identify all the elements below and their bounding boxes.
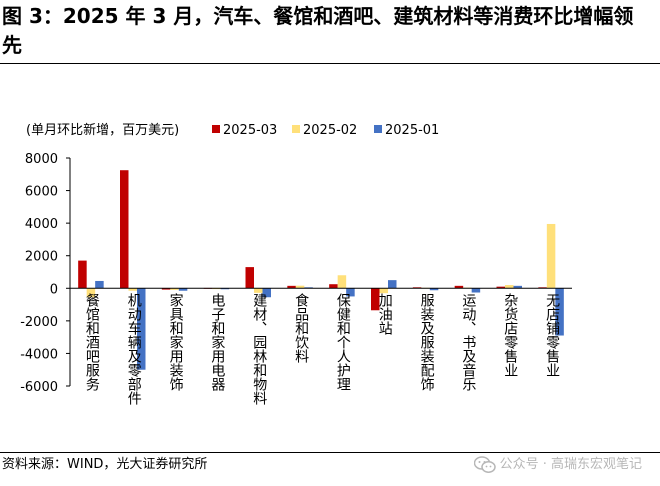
bar-2025-02-4 xyxy=(254,288,263,293)
bar-2025-01-8 xyxy=(429,288,439,291)
wechat-icon xyxy=(473,456,496,473)
x-tick-label: 杂货店零售业 xyxy=(502,293,518,377)
bar-2025-01-10 xyxy=(513,285,522,289)
bar-2025-03-0 xyxy=(78,260,87,289)
bar-2025-02-5 xyxy=(295,285,305,289)
legend-label: 2025-03 xyxy=(223,123,277,138)
bar-2025-01-7 xyxy=(388,280,397,289)
watermark-text: 公众号 · 高瑞东宏观笔记 xyxy=(499,457,642,472)
legend: 2025-03 2025-02 2025-01 xyxy=(212,123,439,138)
bar-2025-03-10 xyxy=(496,286,505,289)
y-tick-label: 6000 xyxy=(25,185,58,200)
y-tick-label: 4000 xyxy=(25,217,58,232)
bar-2025-02-0 xyxy=(86,288,96,298)
bar-2025-01-9 xyxy=(471,288,481,293)
watermark: 公众号 · 高瑞东宏观笔记 xyxy=(473,455,642,475)
x-tick-label: 保健和个人护理 xyxy=(335,293,351,391)
legend-swatch xyxy=(292,125,300,133)
bar-2025-02-1 xyxy=(128,288,137,291)
legend-swatch xyxy=(374,125,382,133)
bar-chart: (单月环比新增，百万美元) 2025-03 2025-02 2025-01 8000… xyxy=(20,122,572,406)
bar-2025-03-1 xyxy=(120,170,129,289)
bar-2025-03-7 xyxy=(371,288,380,311)
unit-label: (单月环比新增，百万美元) xyxy=(26,122,179,138)
bar-2025-03-6 xyxy=(329,284,338,289)
x-tick-label: 无店铺零售业 xyxy=(544,293,560,377)
y-tick-label: -6000 xyxy=(20,380,58,395)
bar-2025-02-11 xyxy=(546,223,556,289)
bar-2025-03-4 xyxy=(245,267,254,289)
bar-2025-01-11 xyxy=(555,288,564,336)
bar-2025-03-9 xyxy=(454,285,464,289)
bar-2025-01-1 xyxy=(137,288,146,370)
x-tick-label: 运动、书及音乐 xyxy=(460,293,476,391)
top-divider xyxy=(0,63,660,64)
y-tick-label: 8000 xyxy=(25,152,58,167)
source-note: 资料来源：WIND，光大证券研究所 xyxy=(2,457,208,472)
x-tick-label: 家具和家用装饰 xyxy=(168,293,184,392)
x-axis-labels: 餐馆和酒吧服务 机动车辆及零部件 家具和家用装饰 电子和家用电器 建材、园林和物料 食品和… xyxy=(84,293,560,406)
bar-2025-02-2 xyxy=(170,288,179,290)
x-tick-label: 电子和家用电器 xyxy=(209,293,225,391)
bar-2025-01-0 xyxy=(95,280,104,289)
legend-swatch xyxy=(212,125,220,133)
bar-2025-02-7 xyxy=(379,288,388,294)
bar-2025-02-10 xyxy=(505,285,514,289)
bottom-divider xyxy=(0,452,660,453)
x-tick-label: 餐馆和酒吧服务 xyxy=(84,293,100,391)
y-axis: 8000 6000 4000 2000 0 -2000 -4000 -6000 xyxy=(20,152,70,395)
bar-2025-03-5 xyxy=(287,285,296,289)
bar-2025-01-2 xyxy=(178,288,188,291)
x-tick-label: 服装及服装配饰 xyxy=(419,293,435,391)
y-tick-label: 2000 xyxy=(25,250,58,265)
y-tick-label: 0 xyxy=(50,282,58,297)
chart-title: 图 3：2025 年 3 月，汽车、餐馆和酒吧、建筑材料等消费环比增幅领先 xyxy=(2,4,634,57)
legend-label: 2025-02 xyxy=(303,123,357,138)
x-tick-label: 加油站 xyxy=(377,293,393,335)
bar-2025-01-6 xyxy=(346,288,355,297)
y-tick-label: -2000 xyxy=(20,315,58,330)
bar-2025-03-2 xyxy=(161,288,171,290)
x-tick-label: 机动车辆及零部件 xyxy=(126,293,142,405)
bar-2025-01-4 xyxy=(262,288,271,298)
legend-label: 2025-01 xyxy=(385,123,439,138)
bars xyxy=(78,170,564,370)
x-tick-label: 建材、园林和物料 xyxy=(251,293,267,405)
bar-2025-02-6 xyxy=(337,275,347,289)
x-tick-label: 食品和饮料 xyxy=(293,293,309,364)
y-tick-label: -4000 xyxy=(20,347,58,362)
